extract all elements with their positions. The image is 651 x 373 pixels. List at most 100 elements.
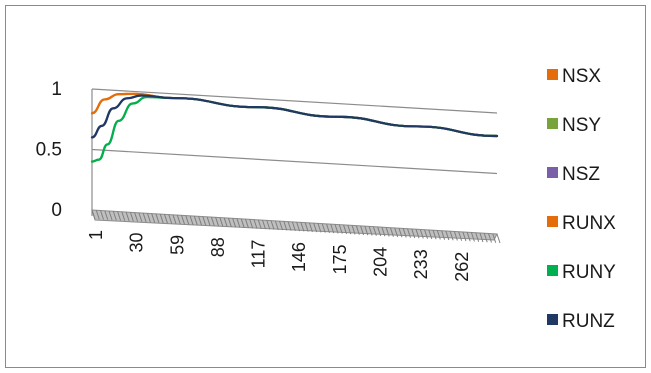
- x-tick-mark: [458, 231, 463, 241]
- x-tick-mark: [117, 211, 122, 221]
- x-tick-mark: [142, 212, 147, 223]
- x-tick-mark: [253, 219, 258, 229]
- x-tick-mark: [449, 231, 454, 241]
- x-tick-mark: [198, 216, 203, 226]
- x-tick-mark: [274, 220, 279, 231]
- x-tick-mark: [168, 214, 173, 224]
- legend-swatch-runx: [547, 216, 558, 227]
- series-line-runy: [90, 95, 499, 163]
- x-tick-mark: [104, 210, 109, 220]
- x-tick-mark: [240, 218, 245, 229]
- x-tick-mark: [227, 217, 232, 228]
- x-tick-mark: [321, 223, 326, 233]
- legend-swatch-nsx: [547, 69, 558, 80]
- x-tick-mark: [129, 212, 134, 222]
- x-tick-mark: [377, 226, 382, 237]
- y-tick-label: 0.5: [36, 140, 62, 161]
- x-tick-mark: [402, 228, 407, 238]
- x-tick-mark: [95, 210, 100, 220]
- x-tick-mark: [453, 231, 458, 241]
- series-lines: [90, 92, 499, 163]
- x-tick-mark: [428, 229, 433, 240]
- x-tick-mark: [436, 230, 441, 240]
- x-tick-mark: [291, 221, 296, 232]
- x-tick-mark: [381, 227, 386, 237]
- x-tick-mark: [189, 215, 194, 225]
- x-tick-label: 88: [208, 237, 228, 257]
- x-tick-mark: [360, 225, 365, 236]
- x-tick-mark: [304, 222, 309, 232]
- x-tick-label: 233: [411, 249, 431, 279]
- x-tick-mark: [351, 225, 356, 235]
- x-tick-label: 146: [289, 242, 309, 272]
- x-tick-mark: [151, 213, 156, 223]
- x-tick-mark: [470, 232, 475, 242]
- x-tick-mark: [249, 219, 254, 229]
- series-line-nsz: [90, 94, 499, 139]
- x-tick-mark: [112, 211, 117, 221]
- x-tick-mark: [223, 217, 228, 227]
- x-tick-mark: [287, 221, 292, 231]
- x-tick-mark: [338, 224, 343, 234]
- x-tick-label: 262: [452, 252, 472, 282]
- x-tick-mark: [317, 223, 322, 233]
- legend-label-runy: RUNY: [562, 262, 616, 283]
- x-tick-mark: [125, 211, 130, 222]
- x-tick-mark: [364, 226, 369, 236]
- y-tick-labels: 00.51: [36, 79, 62, 221]
- gridlines: [91, 88, 498, 175]
- series-line-runx: [90, 92, 499, 138]
- x-tick-label: 1: [86, 230, 106, 240]
- x-tick-mark: [483, 233, 488, 243]
- x-tick-mark: [419, 229, 424, 239]
- x-tick-mark: [466, 232, 471, 242]
- axes: [91, 89, 501, 244]
- x-tick-label: 204: [370, 247, 390, 277]
- legend-swatch-runz: [547, 314, 558, 325]
- x-tick-label: 117: [249, 240, 269, 269]
- legend-swatch-nsz: [547, 167, 558, 178]
- x-tick-mark: [432, 230, 437, 240]
- series-line-nsy: [90, 95, 499, 163]
- x-tick-label: 30: [127, 232, 147, 252]
- x-tick-mark: [215, 217, 220, 227]
- x-tick-mark: [492, 233, 497, 243]
- x-tick-mark: [462, 231, 467, 242]
- x-tick-mark: [424, 229, 429, 239]
- x-tick-mark: [496, 233, 501, 244]
- legend-label-runx: RUNX: [562, 213, 616, 234]
- x-tick-mark: [406, 228, 411, 238]
- y-tick-label: 0: [51, 200, 62, 221]
- chart-area: 0 0.5 1 1 30 59 88 117 146 175 204 233 262 NSX NSY NS…: [5, 5, 646, 368]
- x-tick-mark: [257, 219, 262, 230]
- x-tick-mark: [193, 215, 198, 226]
- x-tick-mark: [172, 214, 177, 224]
- x-tick-mark: [398, 228, 403, 238]
- x-tick-mark: [487, 233, 492, 243]
- legend-swatch-runy: [547, 265, 558, 276]
- x-tick-mark: [100, 210, 105, 220]
- series-line-runz: [90, 94, 499, 139]
- x-tick-mark: [219, 217, 224, 227]
- x-tick-mark: [206, 216, 211, 226]
- x-tick-mark: [325, 223, 330, 234]
- x-tick-mark: [347, 224, 352, 235]
- x-tick-mark: [441, 230, 446, 240]
- series-line-nsx: [90, 92, 499, 138]
- x-tick-mark: [283, 221, 288, 231]
- x-tick-mark: [372, 226, 377, 236]
- x-tick-mark: [415, 229, 420, 239]
- x-tick-mark: [176, 214, 181, 225]
- x-tick-mark: [394, 227, 399, 238]
- x-tick-mark: [163, 214, 168, 224]
- gridline: [91, 148, 498, 175]
- x-tick-mark: [343, 224, 348, 235]
- legend-label-runz: RUNZ: [562, 311, 615, 332]
- x-tick-mark: [121, 211, 126, 221]
- x-tick-mark: [146, 213, 151, 223]
- legend-swatch-nsy: [547, 118, 558, 129]
- x-tick-mark: [389, 227, 394, 237]
- x-tick-mark: [479, 232, 484, 243]
- x-tick-mark: [296, 221, 301, 232]
- x-tick-mark: [368, 226, 373, 236]
